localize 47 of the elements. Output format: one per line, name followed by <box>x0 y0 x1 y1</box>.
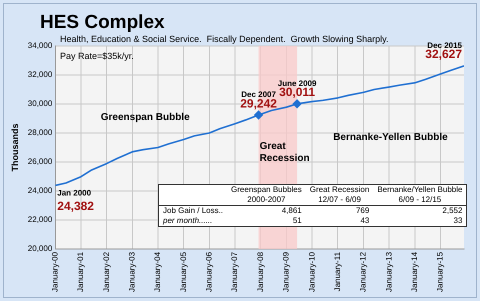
y-axis-title: Thousands <box>10 123 20 172</box>
x-tick-label: January-12 <box>358 251 368 292</box>
band-label: Great Recession <box>260 140 310 164</box>
x-tick-label: January-13 <box>384 251 394 292</box>
annotation: 51 <box>292 216 303 226</box>
x-tick-label: January-04 <box>153 251 162 292</box>
y-tick-label: 20,000 <box>28 244 53 254</box>
y-tick-label: 24,000 <box>28 186 53 196</box>
x-tick-label: January-15 <box>436 251 445 292</box>
x-tick-label: January-14 <box>410 251 419 292</box>
x-tick-label: January-11 <box>332 251 342 292</box>
annotation: Jan 2000 <box>57 188 92 198</box>
x-tick-label: January-02 <box>102 251 111 292</box>
x-tick-label: January-05 <box>178 251 188 292</box>
annotation: 6/09 - 12/15 <box>398 195 442 206</box>
y-tick-label: 34,000 <box>28 41 53 50</box>
annotation: 12/07 - 6/09 <box>317 195 362 206</box>
x-tick-label: January-01 <box>76 251 86 292</box>
x-tick-label: January-06 <box>204 251 214 292</box>
annotation: 4,861 <box>280 206 303 216</box>
annotation: 43 <box>359 216 370 226</box>
x-tick-label: January-09 <box>282 251 291 292</box>
chart-subtitle: Health, Education & Social Service. Fiscally Dependent. Growth Slowing Sharply. <box>60 34 388 44</box>
annotation: Great Recession <box>308 184 370 195</box>
annotation: Greenspan Bubble <box>100 112 190 123</box>
x-tick-label: January-00 <box>50 251 60 292</box>
annotation: Pay Rate=$35k/yr. <box>60 51 134 61</box>
annotation: 769 <box>354 206 370 216</box>
x-tick-label: January-10 <box>307 251 316 292</box>
annotation: Bernanke/Yellen Bubble <box>376 184 464 195</box>
annotation: Job Gain / Loss.. <box>162 206 224 216</box>
x-tick-label: January-07 <box>230 251 240 292</box>
x-tick-label: January-08 <box>256 251 265 292</box>
chart-title: HES Complex <box>40 12 166 33</box>
annotation: 24,382 <box>57 198 94 213</box>
y-tick-label: 26,000 <box>28 157 53 166</box>
annotation: 33 <box>452 216 464 226</box>
x-tick-label: January-03 <box>128 251 137 292</box>
y-tick-label: 32,000 <box>28 70 53 80</box>
y-tick-label: 28,000 <box>28 128 53 138</box>
annotation: 2,552 <box>441 206 464 216</box>
annotation: per month...... <box>162 216 214 226</box>
annotation: 2000-2007 <box>246 195 287 206</box>
y-tick-label: 30,000 <box>28 99 53 108</box>
annotation: Greenspan Bubbles <box>230 184 303 195</box>
annotation: Bernanke-Yellen Bubble <box>333 132 448 144</box>
y-tick-label: 22,000 <box>28 215 53 224</box>
